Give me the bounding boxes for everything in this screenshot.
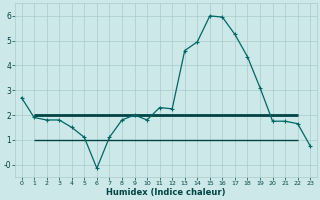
X-axis label: Humidex (Indice chaleur): Humidex (Indice chaleur) [106, 188, 226, 197]
